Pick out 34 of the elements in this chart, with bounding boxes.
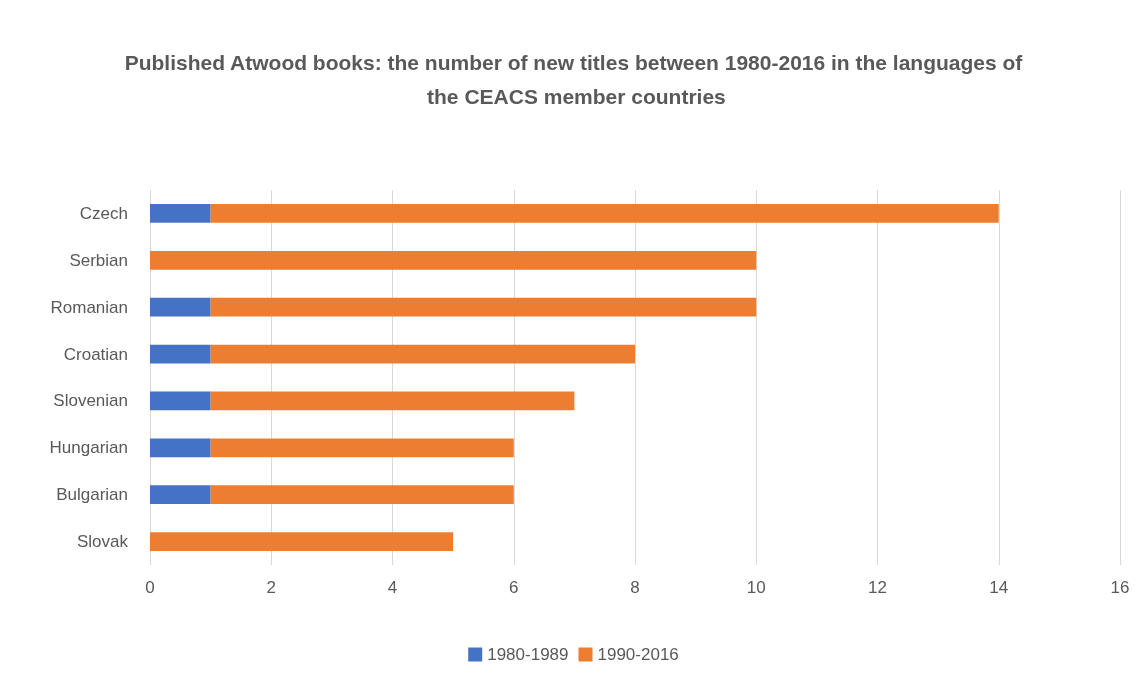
x-tick-label: 14 <box>989 578 1009 597</box>
bar <box>210 438 514 458</box>
y-tick-label: Serbian <box>69 250 128 270</box>
legend-label: 1980-1989 <box>487 645 569 664</box>
bar <box>150 391 211 411</box>
y-tick-label: Croatian <box>63 344 128 364</box>
bar <box>150 204 211 223</box>
x-tick-label: 10 <box>746 578 766 597</box>
bar <box>150 250 757 270</box>
bar <box>210 485 514 505</box>
bar <box>210 297 757 317</box>
x-tick-label: 4 <box>387 578 398 597</box>
y-tick-label: Hungarian <box>49 438 128 458</box>
legend-label: 1990-2016 <box>597 645 679 664</box>
x-tick-label: 12 <box>868 578 887 597</box>
y-tick-label: Romanian <box>50 297 128 317</box>
bar <box>210 204 999 223</box>
x-tick-label: 2 <box>266 578 276 597</box>
x-tick-label: 0 <box>145 578 155 597</box>
chart-title: Published Atwood books: the number of new titles between 1980-2016 in the languages of the CEACS member countries <box>124 50 1024 108</box>
x-tick-label: 16 <box>1110 578 1130 597</box>
y-tick-label: Bulgarian <box>56 485 128 505</box>
bar <box>150 438 211 458</box>
bar <box>210 344 635 364</box>
x-tick-label: 6 <box>509 578 519 597</box>
bar <box>210 391 575 411</box>
bar <box>150 532 454 551</box>
y-tick-label: Czech <box>79 203 128 223</box>
bar <box>150 297 211 317</box>
bar <box>150 485 211 505</box>
x-tick-label: 8 <box>630 578 640 597</box>
y-tick-label: Slovenian <box>53 391 128 411</box>
y-tick-label: Slovak <box>76 532 129 552</box>
bar <box>150 344 211 364</box>
